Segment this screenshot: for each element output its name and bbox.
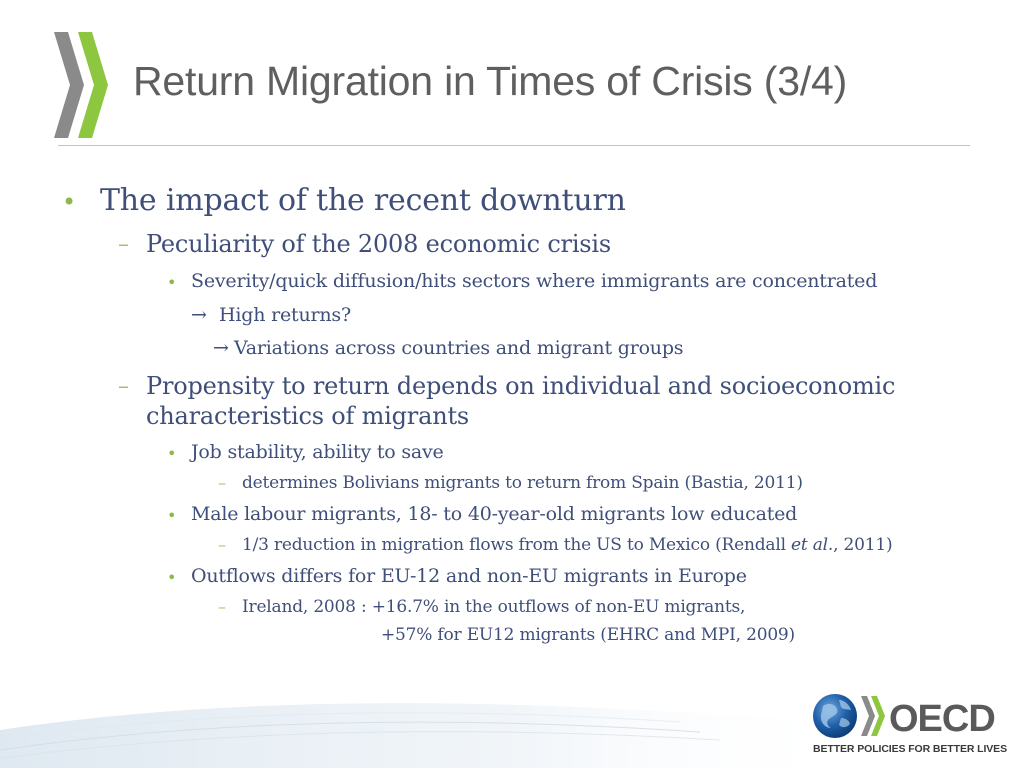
item-severity: Severity/quick diffusion/hits sectors wh… xyxy=(191,270,878,292)
background-swoosh xyxy=(0,703,860,768)
bullet-marker: • xyxy=(62,188,77,216)
title-divider xyxy=(58,145,970,146)
bullet-marker: • xyxy=(167,506,177,525)
subitem-reduction-text: 1/3 reduction in migration flows from th… xyxy=(242,535,792,555)
bullet-marker: • xyxy=(167,444,177,463)
svg-text:BETTER POLICIES FOR BETTER LIV: BETTER POLICIES FOR BETTER LIVES xyxy=(813,743,1007,755)
subitem-bolivians: determines Bolivians migrants to return … xyxy=(242,473,803,493)
subitem-reduction: 1/3 reduction in migration flows from th… xyxy=(242,535,893,555)
footer-tagline: BETTER POLICIES FOR BETTER LIVES xyxy=(813,743,1007,755)
item-job-stability: Job stability, ability to save xyxy=(191,441,444,463)
heading-impact: The impact of the recent downturn xyxy=(100,183,626,218)
dash-marker: – xyxy=(118,374,129,399)
bullet-marker: • xyxy=(167,273,177,292)
item-outflows: Outflows differs for EU-12 and non-EU mi… xyxy=(191,565,747,587)
item-variations: Variations across countries and migrant … xyxy=(234,337,684,359)
subitem-ireland-line2: +57% for EU12 migrants (EHRC and MPI, 20… xyxy=(381,625,795,645)
double-chevron-icon xyxy=(54,32,108,138)
right-arrow-icon: → xyxy=(213,337,229,359)
dash-marker: – xyxy=(218,535,226,554)
bullet-marker: • xyxy=(167,568,177,587)
slide-title: Return Migration in Times of Crisis (3/4… xyxy=(133,58,848,104)
oecd-logo: OECD xyxy=(813,694,996,740)
subitem-ireland-line1: Ireland, 2008 : +16.7% in the outflows o… xyxy=(242,597,746,617)
subitem-reduction-italic: et al xyxy=(791,535,828,555)
subitem-reduction-text-end: ., 2011) xyxy=(827,535,893,555)
item-male-labour: Male labour migrants, 18- to 40-year-old… xyxy=(191,503,798,525)
oecd-globe-icon xyxy=(813,694,857,738)
svg-text:OECD: OECD xyxy=(889,698,995,740)
dash-marker: – xyxy=(218,473,226,492)
right-arrow-icon: → xyxy=(191,304,207,326)
dash-marker: – xyxy=(218,597,226,616)
item-high-returns: High returns? xyxy=(219,304,351,326)
subheading-propensity-line2: characteristics of migrants xyxy=(146,402,470,430)
subheading-propensity-line1: Propensity to return depends on individu… xyxy=(146,372,896,400)
subheading-peculiarity: Peculiarity of the 2008 economic crisis xyxy=(146,230,612,258)
dash-marker: – xyxy=(118,232,129,257)
